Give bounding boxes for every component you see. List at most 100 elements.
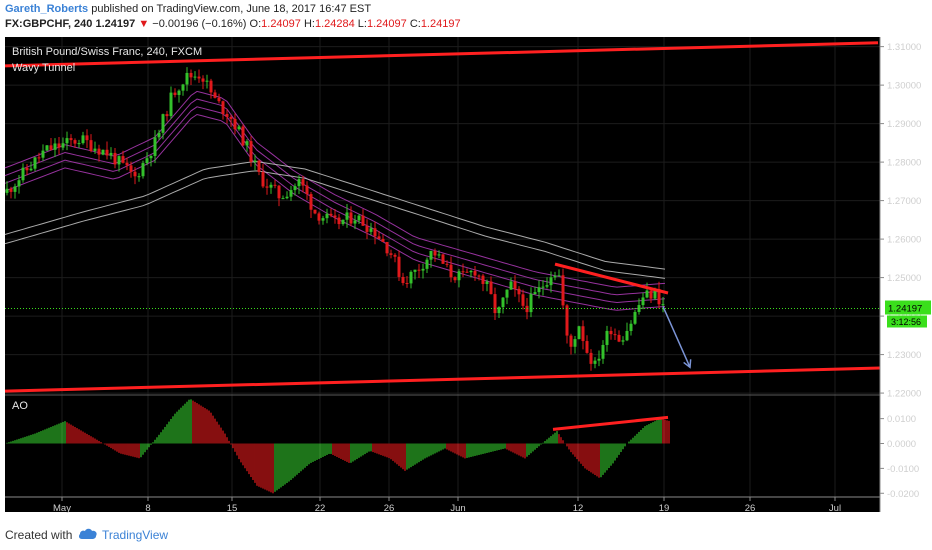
time-tick-label: 8 (145, 503, 150, 514)
candle (553, 275, 557, 278)
candle (181, 84, 185, 91)
time-tick-label: May (53, 503, 71, 514)
candle (73, 140, 77, 144)
price-tick-label: 1.26000 (887, 235, 921, 246)
candle (173, 92, 177, 95)
open-label: O: (249, 18, 262, 30)
candle (273, 184, 277, 186)
candle (297, 179, 301, 187)
last-price-value: 1.24197 (95, 18, 136, 30)
candle (533, 292, 537, 295)
trendline (4, 366, 881, 393)
open-value: 1.24097 (261, 18, 301, 30)
candle (129, 165, 133, 172)
candle (469, 270, 473, 273)
candle (357, 215, 361, 221)
chart-canvas[interactable]: 1.31000 1.30000 1.29000 1.28000 1.27000 1.260… (0, 34, 932, 518)
candle (421, 268, 425, 271)
candle (137, 176, 141, 178)
candle (189, 72, 193, 78)
candle (645, 290, 649, 298)
candle (65, 138, 69, 144)
candle (605, 330, 609, 345)
candle (601, 344, 605, 359)
low-label: L: (357, 18, 367, 30)
published-text: published on TradingView.com, June 18, 2… (91, 3, 372, 15)
candle (349, 212, 353, 224)
candle (393, 254, 397, 257)
candle (77, 143, 81, 145)
candle (473, 270, 477, 276)
candle (205, 80, 209, 82)
candle (305, 185, 309, 195)
candle (541, 286, 545, 288)
candle (161, 114, 165, 133)
price-tick-label: 1.22000 (887, 389, 921, 400)
candle (361, 215, 365, 226)
candle (445, 263, 449, 265)
candle (513, 281, 517, 289)
time-axis[interactable]: May 8 15 22 26 Jun 12 19 26 Jul (53, 497, 841, 514)
author-link[interactable]: Gareth_Roberts (5, 3, 89, 15)
tradingview-link[interactable]: TradingView (102, 528, 169, 542)
trendline (554, 262, 669, 295)
candle (325, 213, 329, 219)
candle (209, 80, 213, 93)
candle (45, 145, 49, 151)
candle (141, 163, 145, 177)
created-with-text: Created with (5, 528, 73, 542)
candle (545, 285, 549, 287)
candle (69, 138, 73, 141)
candle (253, 160, 257, 162)
countdown-tag (887, 315, 927, 328)
candle (81, 135, 85, 144)
candle (157, 132, 161, 138)
time-tick-label: Jul (829, 503, 841, 514)
candle (29, 168, 33, 171)
candle (537, 287, 541, 293)
candle (573, 339, 577, 347)
candle (481, 275, 485, 284)
candle (577, 326, 581, 340)
close-label: C: (409, 18, 421, 30)
candle (233, 118, 237, 130)
projection-arrow (662, 306, 691, 368)
last-price-tag-label: 1.24197 (888, 304, 922, 315)
candle (89, 140, 93, 151)
candle (281, 198, 285, 200)
price-tick-label: 1.27000 (887, 196, 921, 207)
candle (505, 289, 509, 298)
candle (21, 167, 25, 181)
price-tick-label: 1.31000 (887, 42, 921, 53)
tradingview-cloud-icon (78, 528, 97, 539)
ao-tick-label: 0.0000 (887, 439, 916, 450)
candle (213, 92, 217, 98)
candle (429, 250, 433, 260)
candle (117, 156, 121, 165)
candle (461, 271, 465, 273)
candle (417, 269, 421, 271)
candle (341, 219, 345, 225)
candle (453, 277, 457, 281)
candle (217, 97, 221, 102)
high-label: H: (303, 18, 315, 30)
candle (397, 256, 401, 277)
candles (5, 67, 665, 371)
candle (265, 186, 269, 188)
candle (581, 326, 585, 342)
ao-axis[interactable]: 0.0100 0.0000 -0.0100 -0.0200 (880, 414, 919, 500)
candle (405, 282, 409, 284)
chart-title: British Pound/Swiss Franc, 240, FXCM (12, 46, 202, 58)
candle (5, 188, 9, 193)
candle (153, 137, 157, 156)
candle (93, 148, 97, 151)
trendline-drawings (4, 41, 881, 431)
candle (433, 250, 437, 256)
time-tick-label: 15 (227, 503, 238, 514)
candle (465, 271, 469, 273)
candle (145, 158, 149, 164)
candle (249, 141, 253, 162)
low-value: 1.24097 (366, 18, 407, 30)
candle (17, 180, 21, 187)
candle (649, 290, 653, 299)
